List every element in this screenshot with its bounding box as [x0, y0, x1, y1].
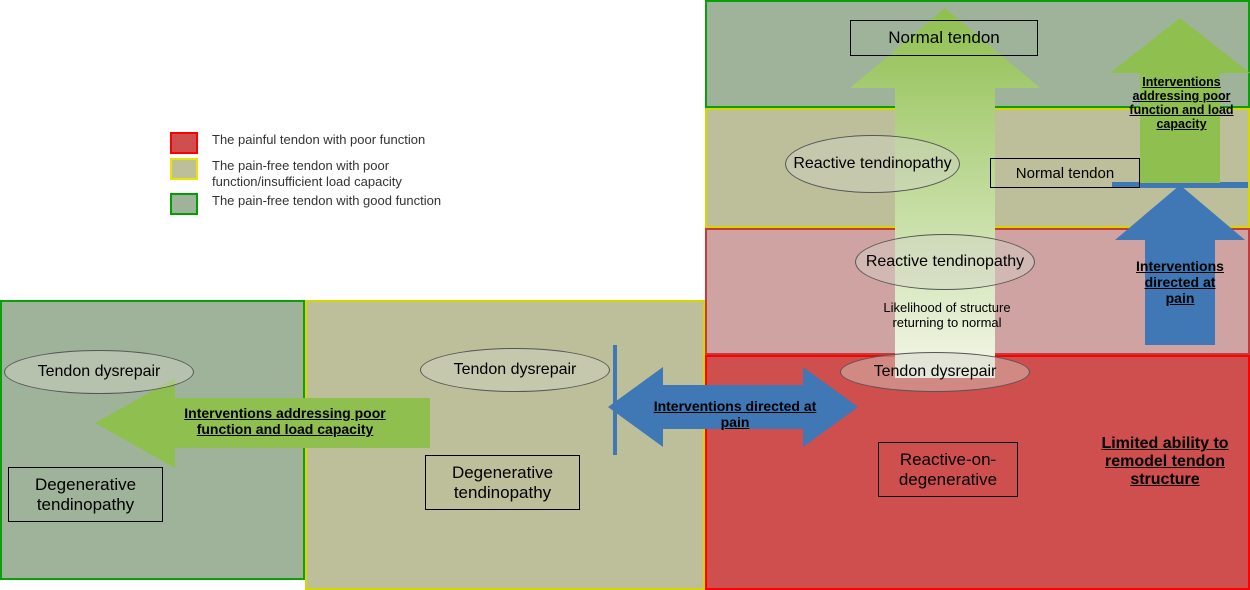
legend-row: The pain-free tendon with good function	[170, 193, 462, 215]
legend-row: The pain-free tendon with poor function/…	[170, 158, 462, 189]
arrow-blue-mid	[608, 362, 858, 452]
box-degenerative-mid: Degenerative tendinopathy	[425, 455, 580, 510]
arrow-blue-up	[1115, 185, 1245, 345]
box-label: Degenerative tendinopathy	[432, 463, 573, 503]
caption-likelihood: Likelihood of structure returning to nor…	[867, 300, 1027, 330]
box-label: Reactive-on-degenerative	[885, 450, 1011, 490]
ellipse-dysrepair-mid: Tendon dysrepair	[420, 348, 610, 392]
ellipse-label: Reactive tendinopathy	[866, 253, 1024, 271]
legend-row: The painful tendon with poor function	[170, 132, 462, 154]
box-label: Degenerative tendinopathy	[15, 475, 156, 515]
ellipse-label: Tendon dysrepair	[874, 363, 997, 381]
label-limited-ability: Limited ability to remodel tendon struct…	[1085, 435, 1245, 489]
legend-text: The painful tendon with poor function	[212, 132, 425, 148]
legend-text: The pain-free tendon with poor function/…	[212, 158, 462, 189]
box-reactive-on-degenerative: Reactive-on-degenerative	[878, 442, 1018, 497]
ellipse-dysrepair-right: Tendon dysrepair	[840, 352, 1030, 392]
legend-swatch-green	[170, 193, 198, 215]
ellipse-label: Tendon dysrepair	[38, 363, 161, 381]
legend-swatch-olive	[170, 158, 198, 180]
legend: The painful tendon with poor function Th…	[170, 132, 462, 219]
caption-text: Likelihood of structure returning to nor…	[883, 300, 1010, 330]
legend-swatch-red	[170, 132, 198, 154]
ellipse-dysrepair-left: Tendon dysrepair	[4, 350, 194, 394]
ellipse-label: Reactive tendinopathy	[793, 155, 951, 173]
ellipse-reactive-olive: Reactive tendinopathy	[785, 135, 960, 193]
ellipse-reactive-pink: Reactive tendinopathy	[855, 234, 1035, 290]
box-label: Normal tendon	[888, 28, 1000, 48]
box-degenerative-left: Degenerative tendinopathy	[8, 467, 163, 522]
box-label: Normal tendon	[1016, 165, 1114, 182]
legend-text: The pain-free tendon with good function	[212, 193, 441, 209]
box-normal-tendon-top: Normal tendon	[850, 20, 1038, 56]
ellipse-label: Tendon dysrepair	[454, 361, 577, 379]
box-normal-tendon-small: Normal tendon	[990, 158, 1140, 188]
bar-left-blue	[613, 345, 617, 455]
